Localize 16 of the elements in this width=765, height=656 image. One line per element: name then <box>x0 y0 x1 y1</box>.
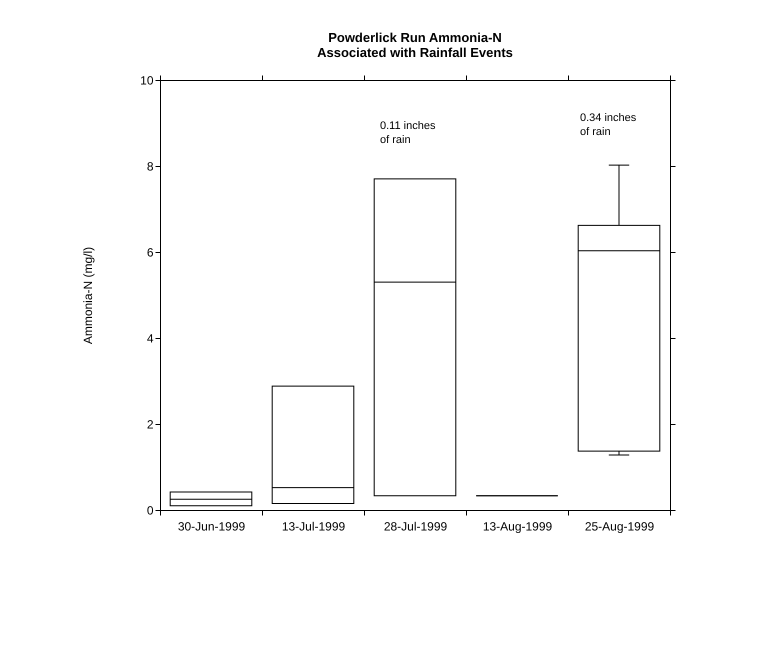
x-tick-label: 25-Aug-1999 <box>584 520 655 534</box>
y-axis-title: Ammonia-N (mg/l) <box>81 246 96 344</box>
x-tick-label: 28-Jul-1999 <box>384 520 448 534</box>
y-tick-label: 8 <box>146 160 154 174</box>
y-tick-label: 4 <box>146 332 154 346</box>
y-tick-label: 2 <box>146 418 154 432</box>
x-tick-label: 13-Jul-1999 <box>282 520 346 534</box>
x-tick-label: 30-Jun-1999 <box>178 520 246 534</box>
y-tick-label: 6 <box>146 246 154 260</box>
y-tick-label: 10 <box>140 74 154 88</box>
text: Associated with Rainfall Events <box>317 45 513 60</box>
y-tick-label: 0 <box>146 504 154 518</box>
x-tick-label: 13-Aug-1999 <box>482 520 553 534</box>
text: Powderlick Run Ammonia-N <box>328 30 502 45</box>
annotation: 0.34 inches of rain <box>580 112 637 138</box>
annotation: 0.11 inches of rain <box>380 120 436 146</box>
